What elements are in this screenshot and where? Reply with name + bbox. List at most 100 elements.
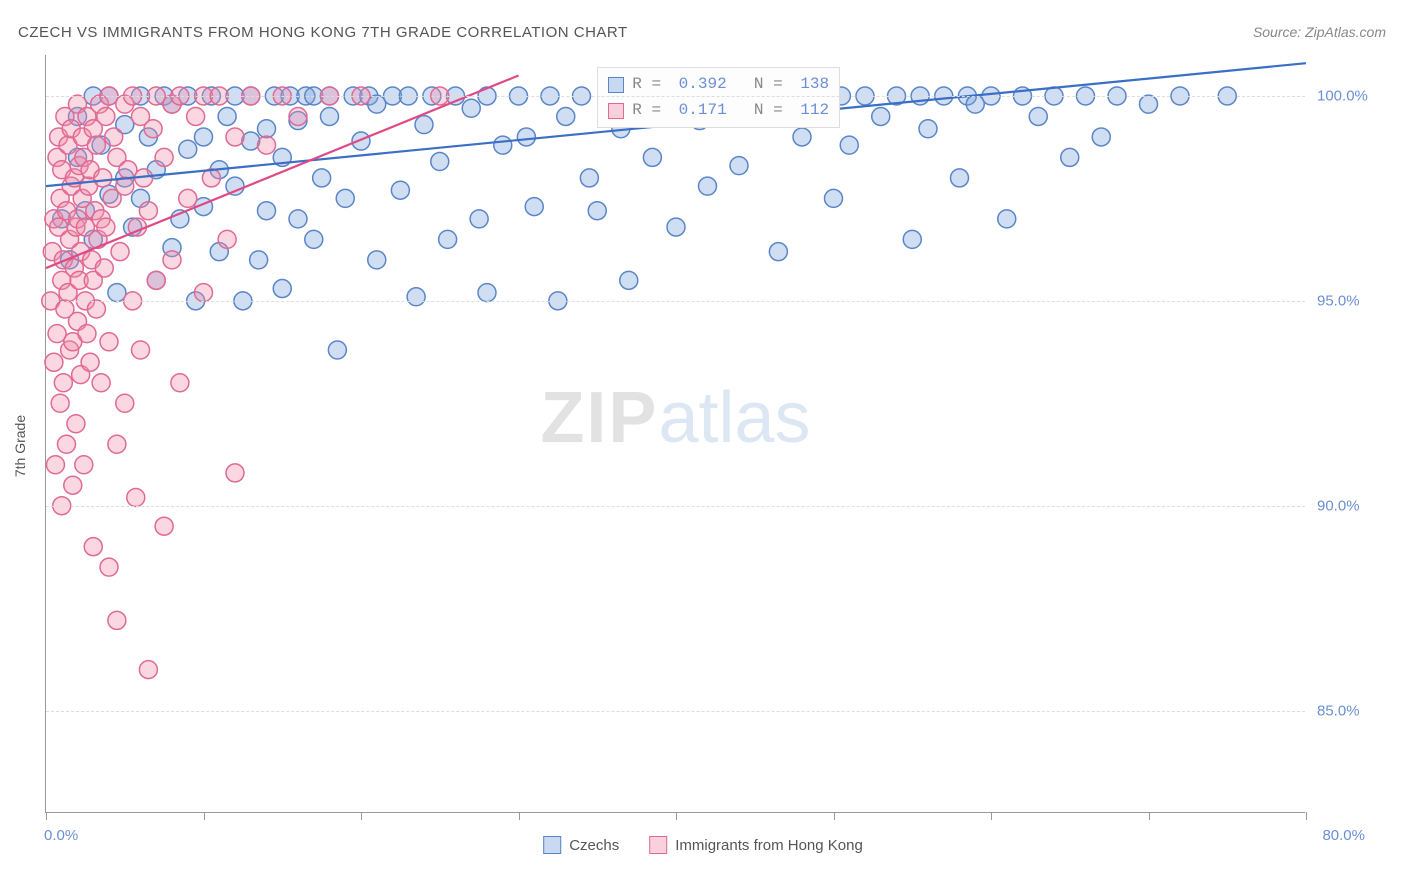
scatter-point — [75, 456, 93, 474]
stats-row: R = 0.392 N = 138 — [608, 72, 829, 98]
scatter-point — [97, 218, 115, 236]
scatter-point — [54, 374, 72, 392]
scatter-point — [258, 136, 276, 154]
source-attribution: Source: ZipAtlas.com — [1253, 24, 1386, 40]
scatter-point — [517, 128, 535, 146]
legend-swatch — [649, 836, 667, 854]
scatter-point — [313, 169, 331, 187]
scatter-point — [557, 107, 575, 125]
legend-label: Czechs — [569, 837, 619, 854]
scatter-point — [218, 230, 236, 248]
legend-item: Immigrants from Hong Kong — [649, 836, 863, 854]
scatter-point — [144, 120, 162, 138]
scatter-point — [57, 435, 75, 453]
scatter-point — [793, 128, 811, 146]
x-axis-max-label: 80.0% — [1322, 827, 1365, 844]
scatter-point — [258, 202, 276, 220]
scatter-point — [179, 140, 197, 158]
scatter-point — [667, 218, 685, 236]
scatter-point — [825, 189, 843, 207]
scatter-point — [94, 169, 112, 187]
y-tick-label: 100.0% — [1317, 87, 1397, 104]
scatter-point — [840, 136, 858, 154]
scatter-point — [1092, 128, 1110, 146]
scatter-point — [525, 198, 543, 216]
scatter-point — [328, 341, 346, 359]
scatter-point — [226, 464, 244, 482]
scatter-point — [368, 251, 386, 269]
scatter-point — [903, 230, 921, 248]
scatter-point — [998, 210, 1016, 228]
scatter-point — [97, 107, 115, 125]
scatter-point — [111, 243, 129, 261]
y-tick-label: 95.0% — [1317, 292, 1397, 309]
x-tick — [361, 812, 362, 820]
scatter-point — [478, 284, 496, 302]
scatter-point — [108, 611, 126, 629]
scatter-point — [163, 251, 181, 269]
chart-title: CZECH VS IMMIGRANTS FROM HONG KONG 7TH G… — [18, 24, 628, 41]
scatter-point — [494, 136, 512, 154]
scatter-point — [171, 374, 189, 392]
gridline — [46, 301, 1305, 302]
scatter-point — [132, 341, 150, 359]
stats-row: R = 0.171 N = 112 — [608, 98, 829, 124]
scatter-point — [45, 353, 63, 371]
scatter-point — [127, 489, 145, 507]
stats-n-label: N = — [735, 98, 793, 124]
gridline — [46, 96, 1305, 97]
scatter-point — [336, 189, 354, 207]
scatter-point — [64, 476, 82, 494]
stats-r-value: 0.392 — [679, 72, 727, 98]
scatter-point — [1029, 107, 1047, 125]
scatter-point — [67, 415, 85, 433]
scatter-point — [273, 280, 291, 298]
legend-item: Czechs — [543, 836, 619, 854]
x-tick — [204, 812, 205, 820]
gridline — [46, 506, 1305, 507]
x-tick — [519, 812, 520, 820]
scatter-point — [643, 148, 661, 166]
scatter-point — [462, 99, 480, 117]
x-tick — [1149, 812, 1150, 820]
scatter-point — [588, 202, 606, 220]
x-tick — [834, 812, 835, 820]
scatter-point — [51, 394, 69, 412]
scatter-point — [470, 210, 488, 228]
scatter-point — [580, 169, 598, 187]
scatter-point — [289, 107, 307, 125]
scatter-point — [78, 325, 96, 343]
stats-r-label: R = — [632, 98, 670, 124]
scatter-point — [415, 116, 433, 134]
scatter-point — [95, 259, 113, 277]
scatter-point — [108, 435, 126, 453]
scatter-point — [620, 271, 638, 289]
stats-legend-box: R = 0.392 N = 138R = 0.171 N = 112 — [597, 67, 840, 128]
stats-swatch — [608, 103, 624, 119]
scatter-point — [352, 132, 370, 150]
scatter-point — [258, 120, 276, 138]
scatter-point — [139, 202, 157, 220]
legend: Czechs Immigrants from Hong Kong — [543, 836, 863, 854]
scatter-point — [250, 251, 268, 269]
stats-n-value: 138 — [800, 72, 829, 98]
x-tick — [1306, 812, 1307, 820]
x-tick — [676, 812, 677, 820]
plot-area: ZIPatlas 0.0% 80.0% R = 0.392 N = 138R =… — [45, 55, 1305, 813]
scatter-point — [87, 300, 105, 318]
scatter-point — [769, 243, 787, 261]
x-axis-min-label: 0.0% — [44, 827, 78, 844]
scatter-point — [147, 271, 165, 289]
scatter-point — [100, 333, 118, 351]
scatter-point — [84, 538, 102, 556]
scatter-point — [391, 181, 409, 199]
scatter-point — [321, 107, 339, 125]
scatter-point — [226, 128, 244, 146]
scatter-point — [305, 230, 323, 248]
gridline — [46, 711, 1305, 712]
scatter-point — [155, 148, 173, 166]
scatter-point — [105, 128, 123, 146]
y-tick-label: 90.0% — [1317, 497, 1397, 514]
stats-r-value: 0.171 — [679, 98, 727, 124]
stats-r-label: R = — [632, 72, 670, 98]
